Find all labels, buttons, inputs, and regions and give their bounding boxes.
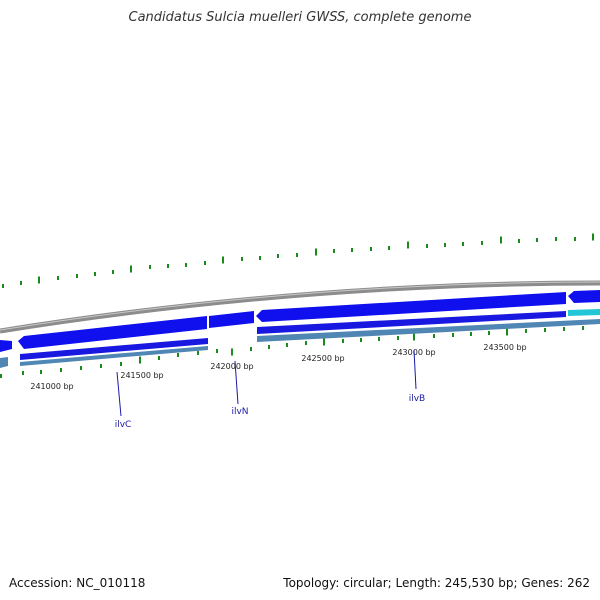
gc-tick bbox=[360, 338, 362, 342]
gene-arrow[interactable] bbox=[20, 338, 208, 360]
gc-tick bbox=[592, 233, 594, 241]
gc-tick bbox=[544, 328, 546, 332]
gene-arrow[interactable] bbox=[209, 311, 254, 328]
gc-tick bbox=[286, 343, 288, 347]
gc-tick bbox=[259, 256, 261, 260]
gc-tick bbox=[452, 333, 454, 337]
gc-tick bbox=[80, 366, 82, 370]
gc-tick bbox=[185, 263, 187, 267]
gc-tick bbox=[216, 349, 218, 353]
gc-tick bbox=[323, 338, 325, 346]
gene-label-leader bbox=[116, 371, 122, 417]
genome-backbone bbox=[0, 280, 600, 334]
gc-tick bbox=[563, 327, 565, 331]
gc-tick bbox=[388, 246, 390, 250]
gc-tick bbox=[60, 368, 62, 372]
bp-tick-label: 241000 bp bbox=[30, 382, 73, 391]
cds-bar bbox=[257, 319, 600, 342]
gc-tick bbox=[315, 248, 317, 256]
gc-tick bbox=[158, 356, 160, 360]
gc-tick bbox=[444, 243, 446, 247]
gc-tick bbox=[536, 238, 538, 242]
gene-arrow[interactable] bbox=[18, 316, 207, 349]
cds-bar bbox=[20, 346, 208, 366]
gc-tick bbox=[481, 241, 483, 245]
gc-tick bbox=[222, 256, 224, 264]
bp-tick-label: 242000 bp bbox=[210, 362, 253, 371]
bp-tick-label: 243500 bp bbox=[483, 343, 526, 352]
gc-tick bbox=[2, 284, 4, 288]
gene-label[interactable]: ilvC bbox=[115, 420, 132, 430]
gene-arrow[interactable] bbox=[257, 311, 566, 334]
gc-tick bbox=[277, 254, 279, 258]
gc-tick bbox=[112, 270, 114, 274]
gc-tick bbox=[305, 341, 307, 345]
gc-tick bbox=[40, 370, 42, 374]
gc-tick bbox=[231, 348, 233, 356]
gc-tick bbox=[574, 237, 576, 241]
gc-tick bbox=[57, 276, 59, 280]
gene-label[interactable]: ilvN bbox=[231, 407, 248, 417]
gc-tick bbox=[204, 261, 206, 265]
gc-tick bbox=[149, 265, 151, 269]
gc-tick bbox=[500, 236, 502, 244]
gene-label-leader bbox=[234, 360, 239, 405]
gc-content-track bbox=[0, 233, 594, 378]
gc-tick bbox=[177, 353, 179, 357]
gc-tick bbox=[582, 326, 584, 330]
gene-label-leader bbox=[413, 349, 417, 390]
gc-tick bbox=[139, 356, 141, 364]
gene-arrow[interactable] bbox=[256, 292, 566, 322]
gc-tick bbox=[94, 272, 96, 276]
gc-tick bbox=[167, 264, 169, 268]
gc-tick bbox=[20, 281, 22, 285]
gc-tick bbox=[370, 247, 372, 251]
gc-tick bbox=[407, 241, 409, 249]
gc-tick bbox=[296, 253, 298, 257]
gc-tick bbox=[426, 244, 428, 248]
gene-labels: ilvC ilvN ilvB bbox=[115, 349, 426, 430]
gc-tick bbox=[0, 374, 2, 378]
gc-tick bbox=[38, 276, 40, 284]
bp-tick-label: 241500 bp bbox=[120, 371, 163, 380]
gene-label[interactable]: ilvB bbox=[409, 394, 426, 404]
gc-tick bbox=[518, 239, 520, 243]
gene-arrow[interactable] bbox=[0, 340, 12, 352]
accession-label: Accession: NC_010118 bbox=[9, 576, 146, 590]
gc-tick bbox=[333, 249, 335, 253]
gc-tick bbox=[506, 328, 508, 336]
gc-tick bbox=[250, 347, 252, 351]
cds-bar bbox=[0, 357, 8, 368]
gc-tick bbox=[120, 362, 122, 366]
gc-tick bbox=[378, 337, 380, 341]
bp-tick-label: 242500 bp bbox=[301, 354, 344, 363]
genome-summary: Topology: circular; Length: 245,530 bp; … bbox=[283, 576, 590, 590]
gc-tick bbox=[130, 265, 132, 273]
gc-tick bbox=[22, 371, 24, 375]
map-title: Candidatus Sulcia muelleri GWSS, complet… bbox=[128, 10, 472, 25]
gc-tick bbox=[268, 345, 270, 349]
gc-tick bbox=[100, 364, 102, 368]
gc-tick bbox=[413, 333, 415, 341]
gene-arrow[interactable] bbox=[568, 290, 600, 303]
gc-tick bbox=[470, 332, 472, 336]
genome-backbone-highlight bbox=[0, 281, 600, 331]
gc-tick bbox=[433, 334, 435, 338]
gc-tick bbox=[462, 242, 464, 246]
gc-tick bbox=[351, 248, 353, 252]
gene-arrow[interactable] bbox=[568, 309, 600, 316]
gc-tick bbox=[197, 351, 199, 355]
gc-tick bbox=[488, 331, 490, 335]
gc-tick bbox=[241, 257, 243, 261]
gc-tick bbox=[76, 274, 78, 278]
gc-tick bbox=[397, 336, 399, 340]
gc-tick bbox=[525, 329, 527, 333]
gc-tick bbox=[342, 339, 344, 343]
gc-tick bbox=[555, 237, 557, 241]
